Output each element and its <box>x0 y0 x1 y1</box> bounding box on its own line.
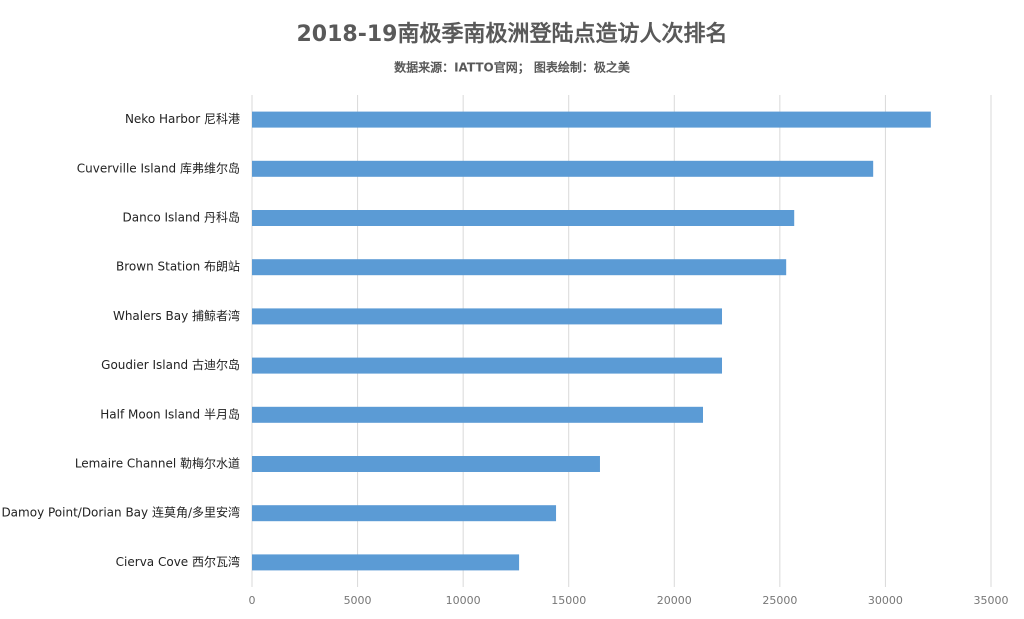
x-tick-label: 10000 <box>446 594 481 607</box>
x-tick-label: 30000 <box>868 594 903 607</box>
x-tick-label: 15000 <box>551 594 586 607</box>
y-tick-label: Danco Island 丹科岛 <box>123 210 240 225</box>
bar <box>252 259 787 276</box>
y-tick-label: Cierva Cove 西尔瓦湾 <box>116 554 240 569</box>
x-tick-label: 35000 <box>974 594 1009 607</box>
chart-title: 2018-19南极季南极洲登陆点造访人次排名 <box>297 21 728 47</box>
x-tick-label: 20000 <box>657 594 692 607</box>
y-tick-label: Goudier Island 古迪尔岛 <box>101 357 240 372</box>
bar <box>252 111 931 128</box>
y-tick-label: Neko Harbor 尼科港 <box>125 112 240 126</box>
bar <box>252 308 723 325</box>
bar <box>252 210 795 226</box>
bar <box>252 456 600 472</box>
x-tick-label: 0 <box>249 594 256 607</box>
x-tick-label: 25000 <box>762 594 797 607</box>
bar <box>252 160 874 177</box>
bar <box>252 505 557 522</box>
y-tick-label: Cuverville Island 库弗维尔岛 <box>77 160 240 175</box>
y-tick-label: Brown Station 布朗站 <box>116 260 240 274</box>
bar <box>252 406 704 423</box>
bar <box>252 357 723 374</box>
bar <box>252 554 520 571</box>
y-tick-label: Whalers Bay 捕鲸者湾 <box>113 308 240 323</box>
y-tick-label: Damoy Point/Dorian Bay 连莫角/多里安湾 <box>1 505 240 520</box>
y-tick-label: Half Moon Island 半月岛 <box>100 406 240 421</box>
chart-subtitle: 数据来源：IATTO官网； 图表绘制：极之美 <box>394 60 631 75</box>
x-tick-label: 5000 <box>344 594 372 607</box>
y-tick-label: Lemaire Channel 勒梅尔水道 <box>75 456 240 471</box>
